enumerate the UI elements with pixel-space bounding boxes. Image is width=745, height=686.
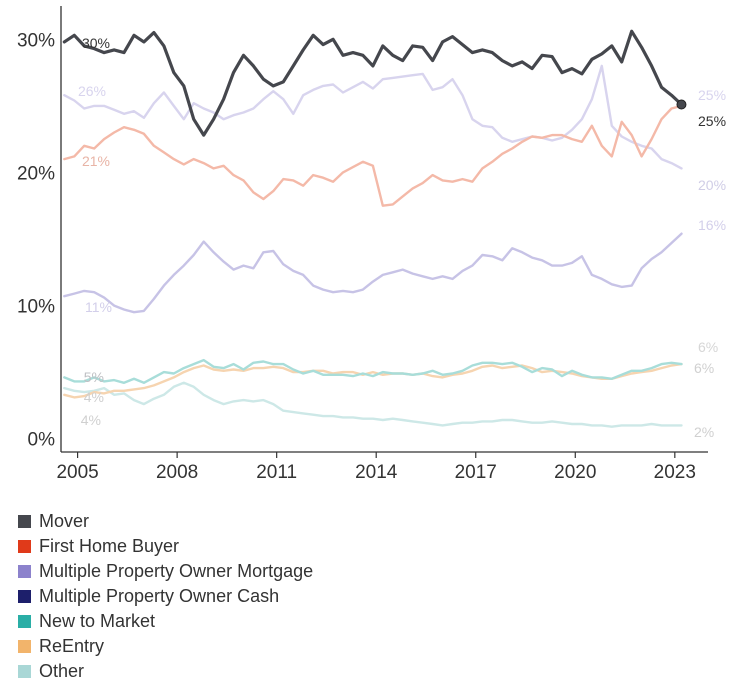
x-tick-label: 2014 bbox=[355, 462, 398, 483]
legend-swatch bbox=[18, 515, 31, 528]
series-end-label: 25% bbox=[698, 113, 726, 129]
series-end-label: 2% bbox=[694, 424, 714, 440]
series-line-other bbox=[63, 381, 683, 428]
series-line-mover bbox=[62, 29, 684, 137]
series-end-label: 6% bbox=[698, 339, 718, 355]
series-line-first-home-buyer bbox=[63, 104, 683, 207]
legend-item[interactable]: New to Market bbox=[18, 609, 313, 634]
line-chart: 0% 10% 20% 30% 2005 2008 2011 2014 2017 2020 2023… bbox=[17, 6, 726, 483]
series-end-label: 20% bbox=[698, 177, 726, 193]
series-end-labels: 30% 25% 21% 25% 26% 20% 11% 16% 5% 6% 4% 6% 4% 2% bbox=[78, 35, 726, 440]
series-start-label: 5% bbox=[84, 369, 104, 385]
legend-label: Multiple Property Owner Mortgage bbox=[39, 561, 314, 581]
x-tick-labels: 2005 2008 2011 2014 2017 2020 2023 bbox=[56, 462, 696, 483]
legend-item[interactable]: First Home Buyer bbox=[18, 534, 313, 559]
series-line-multiple-property-owner-cash bbox=[63, 232, 683, 314]
series-start-label: 30% bbox=[82, 35, 110, 51]
legend-swatch bbox=[18, 590, 31, 603]
legend-label: Mover bbox=[39, 511, 90, 531]
y-tick-label: 10% bbox=[17, 297, 55, 318]
series-line-multiple-property-owner-mortgage bbox=[63, 64, 683, 170]
legend-swatch bbox=[18, 640, 31, 653]
legend-item[interactable]: Multiple Property Owner Mortgage bbox=[18, 559, 313, 584]
legend-item[interactable]: ReEntry bbox=[18, 634, 313, 659]
legend-label: New to Market bbox=[39, 611, 156, 631]
legend-label: First Home Buyer bbox=[39, 536, 180, 556]
series-start-label: 11% bbox=[85, 299, 112, 315]
x-tick-label: 2008 bbox=[156, 462, 198, 483]
series-start-label: 26% bbox=[78, 83, 106, 99]
legend-swatch bbox=[18, 565, 31, 578]
y-tick-label: 0% bbox=[28, 430, 56, 451]
series-start-label: 4% bbox=[84, 389, 104, 405]
series-end-label: 25% bbox=[698, 87, 726, 103]
legend-swatch bbox=[18, 615, 31, 628]
y-tick-label: 30% bbox=[17, 30, 55, 51]
x-tick-label: 2011 bbox=[256, 462, 297, 483]
y-tick-labels: 0% 10% 20% 30% bbox=[17, 30, 55, 450]
mover-end-marker bbox=[676, 99, 687, 110]
legend-label: ReEntry bbox=[39, 636, 105, 656]
legend-item[interactable]: Other bbox=[18, 659, 313, 684]
series-line-new-to-market bbox=[63, 358, 683, 384]
legend-swatch bbox=[18, 665, 31, 678]
series-end-label: 16% bbox=[698, 217, 726, 233]
legend-label: Other bbox=[39, 661, 85, 681]
x-tick-label: 2020 bbox=[554, 462, 596, 483]
chart-legend: Mover First Home Buyer Multiple Property… bbox=[18, 509, 313, 684]
series-start-label: 21% bbox=[82, 153, 110, 169]
series-end-label: 6% bbox=[694, 360, 714, 376]
x-tick-label: 2023 bbox=[654, 462, 696, 483]
legend-label: Multiple Property Owner Cash bbox=[39, 586, 280, 606]
legend-item[interactable]: Multiple Property Owner Cash bbox=[18, 584, 313, 609]
legend-swatch bbox=[18, 540, 31, 553]
legend-item[interactable]: Mover bbox=[18, 509, 313, 534]
y-tick-label: 20% bbox=[17, 163, 55, 184]
chart-axes bbox=[60, 6, 708, 458]
x-tick-label: 2005 bbox=[56, 462, 98, 483]
series-lines bbox=[62, 29, 687, 428]
series-line-reentry bbox=[63, 362, 683, 399]
series-start-label: 4% bbox=[81, 412, 101, 428]
x-tick-label: 2017 bbox=[455, 462, 497, 483]
